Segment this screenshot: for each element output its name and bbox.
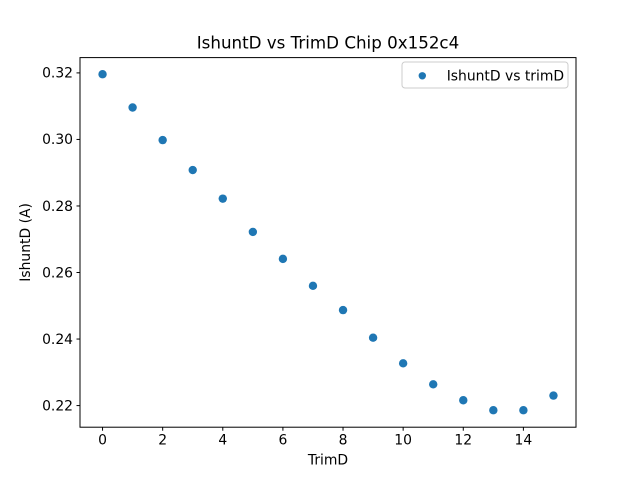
y-tick-label: 0.26 xyxy=(42,265,73,281)
axes-frame xyxy=(79,57,577,428)
legend-frame xyxy=(401,61,569,89)
axis-ticks-layer: 0 2 4 6 8 10 12 14 0.22 0.24 0.26 0.28 0.30 0.32 xyxy=(42,66,532,449)
data-point xyxy=(398,359,408,368)
y-tick-label: 0.22 xyxy=(42,398,73,414)
y-tick-label: 0.32 xyxy=(42,66,73,82)
data-point xyxy=(128,103,137,112)
data-point xyxy=(519,406,528,415)
y-tick-label: 0.30 xyxy=(42,132,73,148)
data-point xyxy=(188,165,197,175)
data-point xyxy=(338,305,348,315)
x-tick-label: 8 xyxy=(339,433,348,449)
data-point xyxy=(98,70,107,79)
legend-marker-dot-icon xyxy=(418,72,426,80)
x-tick-label: 6 xyxy=(278,433,287,449)
data-point xyxy=(368,333,378,342)
legend: IshuntD vs trimD xyxy=(401,61,569,89)
data-point xyxy=(549,391,558,400)
x-tick-label: 10 xyxy=(394,433,412,449)
y-tick-label: 0.24 xyxy=(42,332,73,348)
data-point xyxy=(308,281,318,291)
data-point xyxy=(218,194,227,203)
data-point xyxy=(158,135,167,145)
y-axis-label: IshuntD (A) xyxy=(18,203,34,282)
x-tick-label: 12 xyxy=(454,433,472,449)
y-tick-label: 0.28 xyxy=(42,199,73,215)
data-point xyxy=(429,380,438,389)
x-tick-label: 0 xyxy=(98,433,107,449)
x-tick-label: 2 xyxy=(158,433,167,449)
scatter-points-layer xyxy=(98,70,558,415)
chart-title: IshuntD vs TrimD Chip 0x152c4 xyxy=(197,33,459,53)
data-point xyxy=(248,227,258,237)
data-point xyxy=(489,406,498,415)
x-tick-label: 4 xyxy=(218,433,227,449)
x-tick-label: 14 xyxy=(515,433,533,449)
x-axis-label: TrimD xyxy=(307,453,348,469)
data-point xyxy=(459,396,468,405)
data-point xyxy=(278,254,288,264)
legend-entry-label: IshuntD vs trimD xyxy=(447,68,564,84)
